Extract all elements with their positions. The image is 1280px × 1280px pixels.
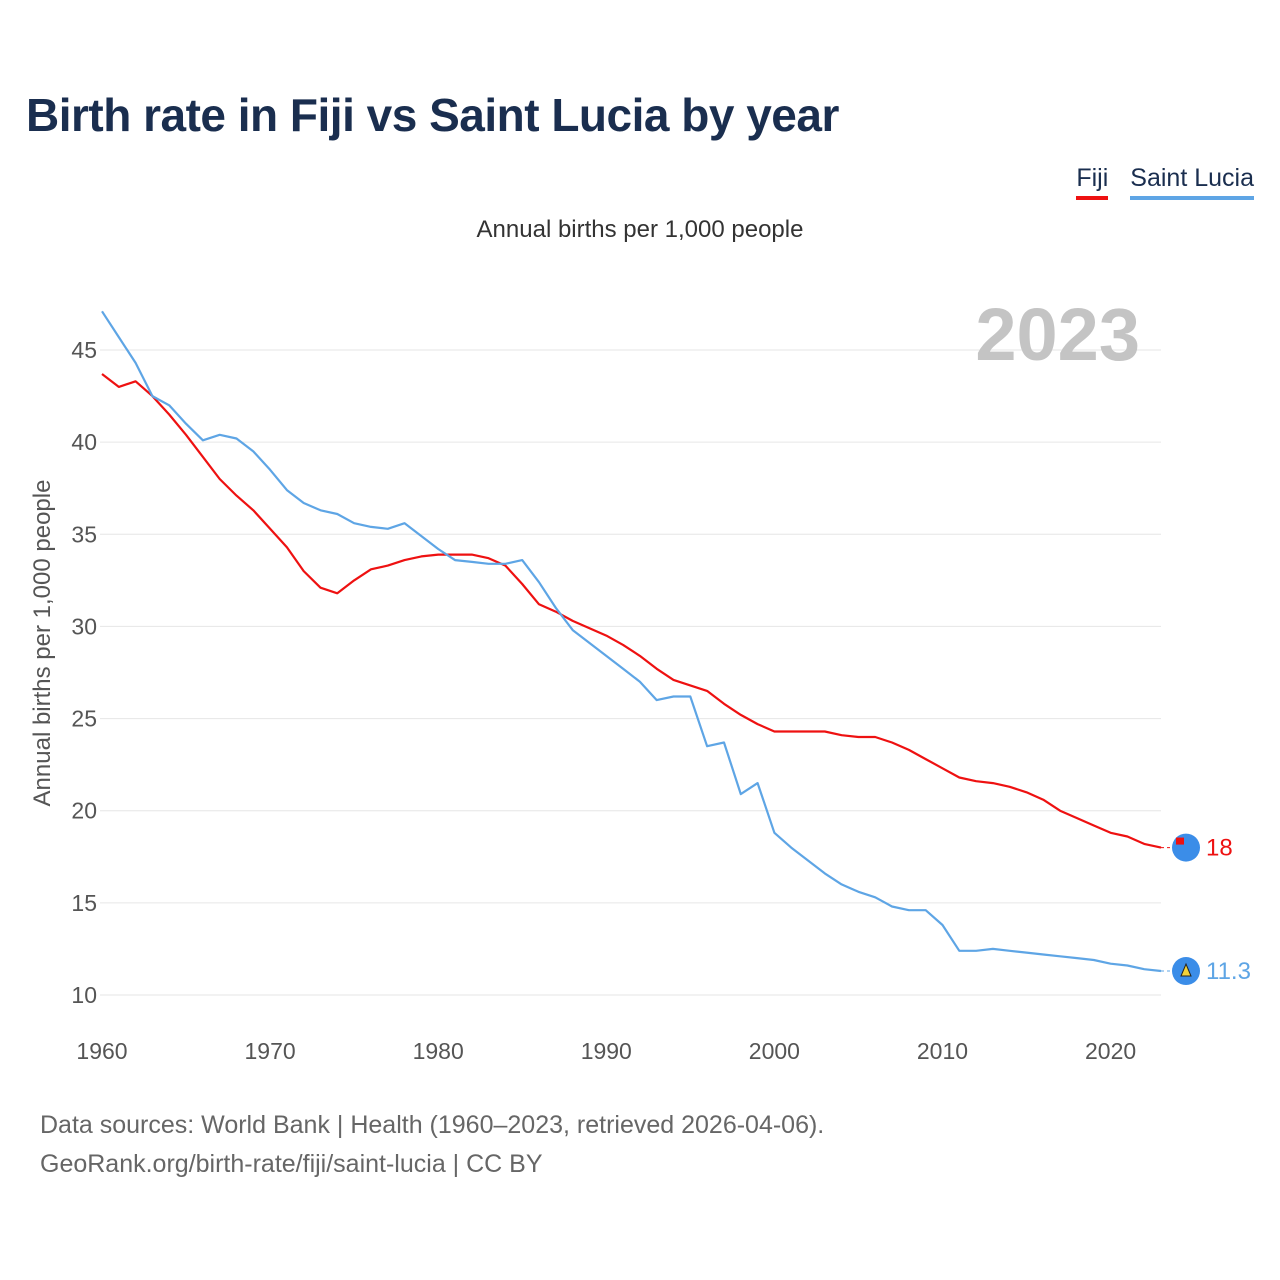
y-tick-label: 30	[71, 613, 97, 639]
x-tick-label: 1980	[413, 1038, 464, 1064]
y-tick-label: 15	[71, 890, 97, 916]
x-tick-label: 2020	[1085, 1038, 1136, 1064]
series-line-saint-lucia	[101, 310, 1162, 973]
x-tick-label: 2000	[749, 1038, 800, 1064]
legend-item-saint-lucia[interactable]: Saint Lucia	[1130, 164, 1254, 200]
y-axis-label: Annual births per 1,000 people	[29, 480, 56, 807]
page-title: Birth rate in Fiji vs Saint Lucia by yea…	[26, 89, 839, 141]
x-tick-label: 1990	[581, 1038, 632, 1064]
y-axis-ticks: 10 15 20 25 30 35 40 45	[71, 337, 97, 1008]
y-tick-label: 25	[71, 706, 97, 732]
gridlines	[100, 349, 1161, 996]
series-line-fiji	[101, 373, 1162, 849]
x-tick-label: 1960	[76, 1038, 127, 1064]
legend-item-fiji[interactable]: Fiji	[1076, 164, 1109, 200]
legend: Fiji Saint Lucia	[1076, 164, 1254, 200]
end-value-label: 11.3	[1206, 958, 1251, 985]
footer-link[interactable]: GeoRank.org/birth-rate/fiji/saint-lucia …	[40, 1150, 543, 1178]
y-tick-label: 40	[71, 429, 97, 455]
footer-sources: Data sources: World Bank | Health (1960–…	[40, 1111, 825, 1139]
end-markers: 18 11.3	[1161, 833, 1251, 986]
footer: Data sources: World Bank | Health (1960–…	[40, 1106, 824, 1184]
y-tick-label: 20	[71, 798, 97, 824]
end-value-label: 18	[1206, 835, 1233, 862]
flag-canton	[1176, 837, 1184, 845]
chart-subtitle: Annual births per 1,000 people	[476, 216, 804, 243]
flag-triangle	[1180, 962, 1192, 977]
year-watermark: 2023	[975, 293, 1140, 376]
x-tick-label: 2010	[917, 1038, 968, 1064]
y-tick-label: 35	[71, 521, 97, 547]
x-tick-label: 1970	[245, 1038, 296, 1064]
y-tick-label: 45	[71, 337, 97, 363]
x-axis-ticks: 1960 1970 1980 1990 2000 2010 2020	[76, 1038, 1136, 1064]
y-tick-label: 10	[71, 982, 97, 1008]
series-lines	[101, 310, 1162, 973]
